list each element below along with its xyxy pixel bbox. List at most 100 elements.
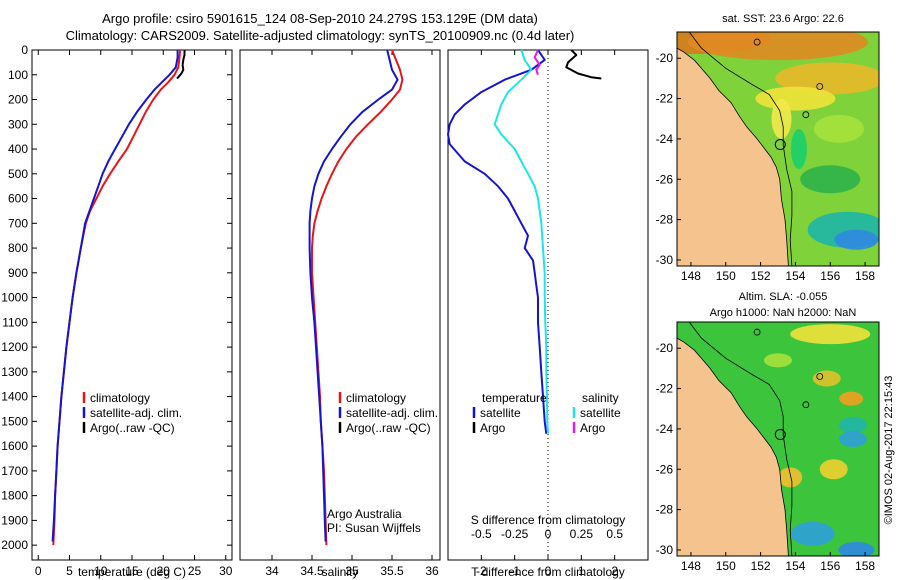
map-field-patch bbox=[790, 129, 807, 169]
reef-outline bbox=[816, 373, 824, 380]
s-tick-label: -0.5 bbox=[471, 527, 492, 541]
sla-map-panel: Altim. SLA: -0.055 Argo h1000: NaN h2000… bbox=[656, 291, 880, 573]
map-frame bbox=[676, 321, 880, 557]
temperature-axis-ticks: 0 5 10 15 20 25 30 bbox=[35, 50, 233, 578]
xtick-label: 10 bbox=[94, 564, 108, 578]
map-field-patch bbox=[838, 431, 867, 447]
legend-label: Argo bbox=[580, 421, 606, 435]
sst-map: 148 150 152 154 156 158 -20 -22 -24 -26 -28 -30 bbox=[656, 31, 880, 283]
map-lon-label: 158 bbox=[855, 269, 875, 283]
depth-tick-label: 1800 bbox=[1, 489, 28, 503]
s-tick-label: -0.25 bbox=[501, 527, 529, 541]
imos-timestamp: ©IMOS 02-Aug-2017 22:15:43 bbox=[883, 376, 895, 525]
isobath-line bbox=[688, 32, 793, 266]
land-mass bbox=[677, 322, 789, 556]
map-lat-label: -20 bbox=[656, 51, 674, 65]
sst-map-title: sat. SST: 23.6 Argo: 22.6 bbox=[722, 13, 844, 25]
map-lon-label: 150 bbox=[716, 269, 736, 283]
depth-tick-label: 1200 bbox=[1, 340, 28, 354]
figure-title-line2: Climatology: CARS2009. Satellite-adjuste… bbox=[66, 28, 575, 43]
xtick-label: -2 bbox=[476, 564, 487, 578]
temperature-xlabel: temperature (deg C) bbox=[78, 565, 186, 579]
reef-outline bbox=[753, 328, 761, 336]
series-line-s-argo bbox=[533, 49, 541, 76]
depth-tick-label: 1300 bbox=[1, 365, 28, 379]
map-field-patch bbox=[790, 521, 835, 546]
map-lon-label: 150 bbox=[716, 559, 736, 573]
argo-float-marker bbox=[774, 139, 786, 151]
map-field-patch bbox=[775, 62, 879, 95]
map-field-patch bbox=[790, 324, 871, 345]
depth-tick-label: 800 bbox=[8, 241, 28, 255]
land-mass bbox=[677, 32, 789, 266]
xtick-label: 35.5 bbox=[380, 564, 404, 578]
map-field-patch bbox=[834, 229, 879, 250]
map-lon-label: 148 bbox=[681, 269, 701, 283]
depth-tick-label: 200 bbox=[8, 93, 28, 107]
reef-outline bbox=[802, 401, 810, 409]
depth-tick-label: 1000 bbox=[1, 291, 28, 305]
map-field-patch bbox=[838, 416, 867, 433]
series-line-t-satellite bbox=[447, 49, 548, 434]
s-difference-label: S difference from climatology bbox=[471, 513, 626, 527]
s-tick-label: 0.25 bbox=[570, 527, 594, 541]
xtick-label: 5 bbox=[66, 564, 73, 578]
depth-tick-label: 100 bbox=[8, 68, 28, 82]
sla-map-title-line2: Argo h1000: NaN h2000: NaN bbox=[710, 307, 857, 319]
map-lat-label: -24 bbox=[656, 422, 674, 436]
depth-tick-label: 2000 bbox=[1, 538, 28, 552]
xtick-label: 30 bbox=[219, 564, 233, 578]
figure-title-line1: Argo profile: csiro 5901615_124 08-Sep-2… bbox=[102, 11, 538, 26]
xtick-label: 34.5 bbox=[300, 564, 324, 578]
map-lon-label: 148 bbox=[681, 559, 701, 573]
xtick-label: 0 bbox=[35, 564, 42, 578]
legend-title-temperature: temperature bbox=[482, 391, 547, 405]
salinity-axis-ticks: 34 34.5 35 35.5 36 bbox=[265, 50, 439, 578]
depth-tick-label: 1700 bbox=[1, 464, 28, 478]
xtick-label: 25 bbox=[188, 564, 202, 578]
map-field-patch bbox=[778, 467, 803, 488]
map-lon-label: 156 bbox=[820, 559, 840, 573]
difference-axis-ticks: -2 -1 0 1 2 bbox=[476, 50, 618, 578]
depth-tick-label: 500 bbox=[8, 167, 28, 181]
map-field-patch bbox=[813, 114, 864, 143]
temperature-plot-frame bbox=[31, 49, 233, 561]
sla-map-title-line1: Altim. SLA: -0.055 bbox=[739, 291, 828, 303]
legend-label: Argo(..raw -QC) bbox=[346, 421, 431, 435]
map-lon-label: 158 bbox=[855, 559, 875, 573]
map-lat-label: -30 bbox=[656, 253, 674, 267]
salinity-series bbox=[308, 49, 404, 546]
map-field-patch bbox=[688, 32, 868, 61]
map-field-patch bbox=[812, 370, 841, 387]
depth-tick-label: 300 bbox=[8, 117, 28, 131]
xtick-label: 1 bbox=[578, 564, 585, 578]
legend-label: satellite-adj. clim. bbox=[346, 406, 438, 420]
temperature-panel: 0100200300400500600700800900100011001200… bbox=[1, 43, 648, 579]
map-lon-label: 154 bbox=[785, 269, 805, 283]
legend-label: climatology bbox=[346, 391, 406, 405]
xtick-label: 2 bbox=[611, 564, 618, 578]
temperature-series bbox=[51, 49, 186, 546]
sst-map-panel: sat. SST: 23.6 Argo: 22.6 148 150 152 154 15… bbox=[656, 13, 880, 283]
salinity-difference-ticks: -0.5 -0.25 0 0.25 0.5 bbox=[471, 527, 623, 541]
map-lat-label: -30 bbox=[656, 543, 674, 557]
xtick-label: 15 bbox=[125, 564, 139, 578]
map-field-patch bbox=[800, 165, 861, 194]
map-field-patch bbox=[819, 459, 848, 480]
legend-label: satellite-adj. clim. bbox=[90, 406, 182, 420]
difference-legend: temperature salinitysatelliteArgosatellit… bbox=[472, 391, 621, 435]
legend-label: Argo bbox=[480, 421, 506, 435]
map-lon-label: 154 bbox=[785, 559, 805, 573]
depth-tick-label: 400 bbox=[8, 142, 28, 156]
sla-map: 148 150 152 154 156 158 -20 -22 -24 -26 -28 -30 bbox=[656, 321, 880, 573]
series-line-t-argo bbox=[565, 49, 602, 80]
depth-tick-label: 1600 bbox=[1, 439, 28, 453]
series-line-argo-raw-qc bbox=[176, 50, 186, 80]
s-tick-label: 0 bbox=[545, 527, 552, 541]
map-lon-label: 152 bbox=[751, 269, 771, 283]
reef-outline bbox=[802, 111, 810, 119]
depth-tick-label: 1100 bbox=[2, 315, 28, 329]
